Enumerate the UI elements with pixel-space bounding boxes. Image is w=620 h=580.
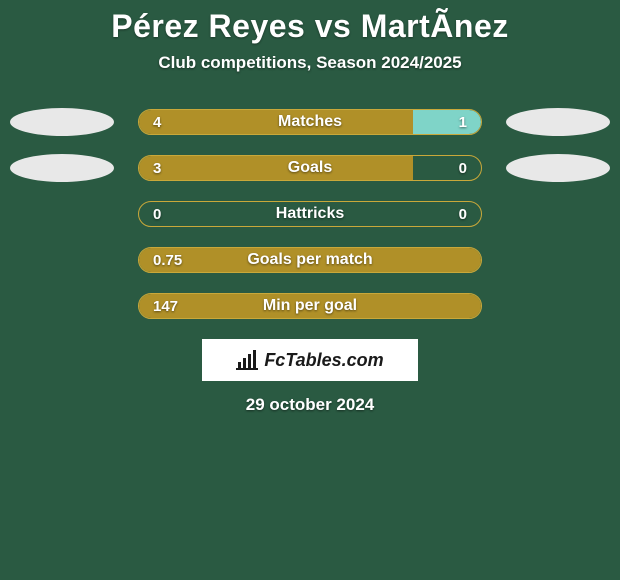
stat-label: Min per goal bbox=[263, 297, 357, 315]
page-title: Pérez Reyes vs MartÃnez bbox=[0, 8, 620, 45]
chart-icon bbox=[236, 350, 258, 370]
player-right-avatar bbox=[506, 154, 610, 182]
stat-value-left: 3 bbox=[153, 160, 161, 177]
stat-bar-left-fill bbox=[139, 110, 413, 134]
stat-value-left: 4 bbox=[153, 114, 161, 131]
player-right-avatar bbox=[506, 108, 610, 136]
stat-bar: 0 0 Hattricks bbox=[138, 201, 482, 227]
stat-value-right: 0 bbox=[459, 206, 467, 223]
stat-row: 0.75 Goals per match bbox=[0, 247, 620, 273]
stat-bar: 0.75 Goals per match bbox=[138, 247, 482, 273]
comparison-card: Pérez Reyes vs MartÃnez Club competition… bbox=[0, 0, 620, 415]
stat-label: Goals per match bbox=[247, 251, 372, 269]
stat-label: Matches bbox=[278, 113, 342, 131]
stat-value-left: 0.75 bbox=[153, 252, 182, 269]
subtitle: Club competitions, Season 2024/2025 bbox=[0, 53, 620, 73]
oval-spacer bbox=[506, 246, 610, 274]
stat-bar-left-fill bbox=[139, 156, 413, 180]
stat-label: Hattricks bbox=[276, 205, 344, 223]
stat-row: 4 1 Matches bbox=[0, 109, 620, 135]
player-left-avatar bbox=[10, 108, 114, 136]
stat-bar: 147 Min per goal bbox=[138, 293, 482, 319]
badge-text: FcTables.com bbox=[264, 350, 383, 371]
oval-spacer bbox=[506, 200, 610, 228]
stat-value-left: 147 bbox=[153, 298, 178, 315]
stat-row: 147 Min per goal bbox=[0, 293, 620, 319]
source-badge[interactable]: FcTables.com bbox=[202, 339, 418, 381]
stat-row: 0 0 Hattricks bbox=[0, 201, 620, 227]
stat-row: 3 0 Goals bbox=[0, 155, 620, 181]
player-left-avatar bbox=[10, 154, 114, 182]
oval-spacer bbox=[10, 200, 114, 228]
date-label: 29 october 2024 bbox=[0, 395, 620, 415]
stats-list: 4 1 Matches 3 0 Goals 0 0 Hattricks 0.75 Goals per… bbox=[0, 109, 620, 319]
stat-label: Goals bbox=[288, 159, 332, 177]
oval-spacer bbox=[10, 292, 114, 320]
stat-value-right: 0 bbox=[459, 160, 467, 177]
oval-spacer bbox=[506, 292, 610, 320]
stat-bar: 3 0 Goals bbox=[138, 155, 482, 181]
stat-value-left: 0 bbox=[153, 206, 161, 223]
stat-bar-right-fill bbox=[413, 110, 481, 134]
stat-value-right: 1 bbox=[459, 114, 467, 131]
oval-spacer bbox=[10, 246, 114, 274]
stat-bar: 4 1 Matches bbox=[138, 109, 482, 135]
